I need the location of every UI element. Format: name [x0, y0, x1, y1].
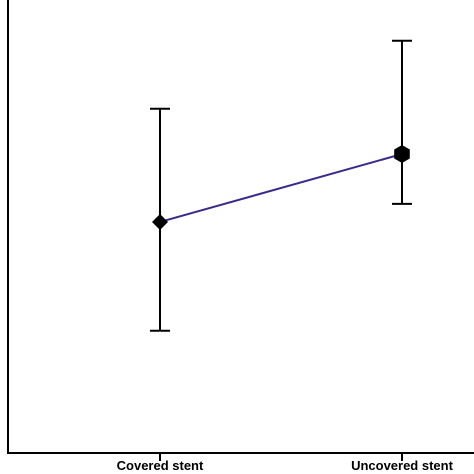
- x-ticks: [159, 453, 403, 461]
- series-lines: [159, 153, 403, 223]
- x-tick-label-2: Uncovered stent: [351, 458, 454, 473]
- series-line-1: [159, 153, 403, 223]
- error-bar-2: [392, 39, 412, 205]
- data-point-1: [152, 213, 168, 230]
- x-tick-labels: Covered stent Uncovered stent: [117, 458, 454, 473]
- data-point-2: [394, 145, 410, 164]
- x-tick-label-1: Covered stent: [117, 458, 204, 473]
- error-bars: [150, 39, 412, 332]
- data-points: [152, 145, 410, 230]
